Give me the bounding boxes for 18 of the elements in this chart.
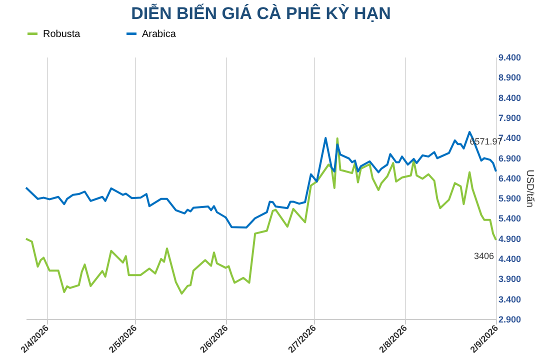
legend-label: Robusta	[43, 28, 81, 40]
y-tick-label: 5.900	[498, 194, 522, 204]
y-tick-label: 2.900	[498, 314, 522, 324]
legend-label: Arabica	[142, 28, 176, 40]
y-tick-label: 4.900	[498, 234, 522, 244]
y-tick-label: 6.900	[498, 153, 522, 164]
y-tick-label: 4.400	[498, 254, 522, 264]
y-tick-label: 3.400	[498, 294, 522, 304]
y-tick-label: 3.900	[498, 274, 522, 284]
y-tick-label: 8.400	[498, 92, 522, 103]
y-tick-label: 7.900	[498, 112, 522, 123]
y-axis-title: USD/tấn	[524, 170, 536, 208]
y-tick-label: 8.900	[498, 72, 522, 83]
annotation: 3406	[474, 250, 494, 261]
y-tick-label: 6.400	[498, 173, 522, 184]
y-tick-label: 9.400	[498, 52, 522, 62]
y-tick-label: 5.400	[498, 214, 522, 224]
chart-title: DIỄN BIẾN GIÁ CÀ PHÊ KỲ HẠN	[131, 3, 391, 23]
